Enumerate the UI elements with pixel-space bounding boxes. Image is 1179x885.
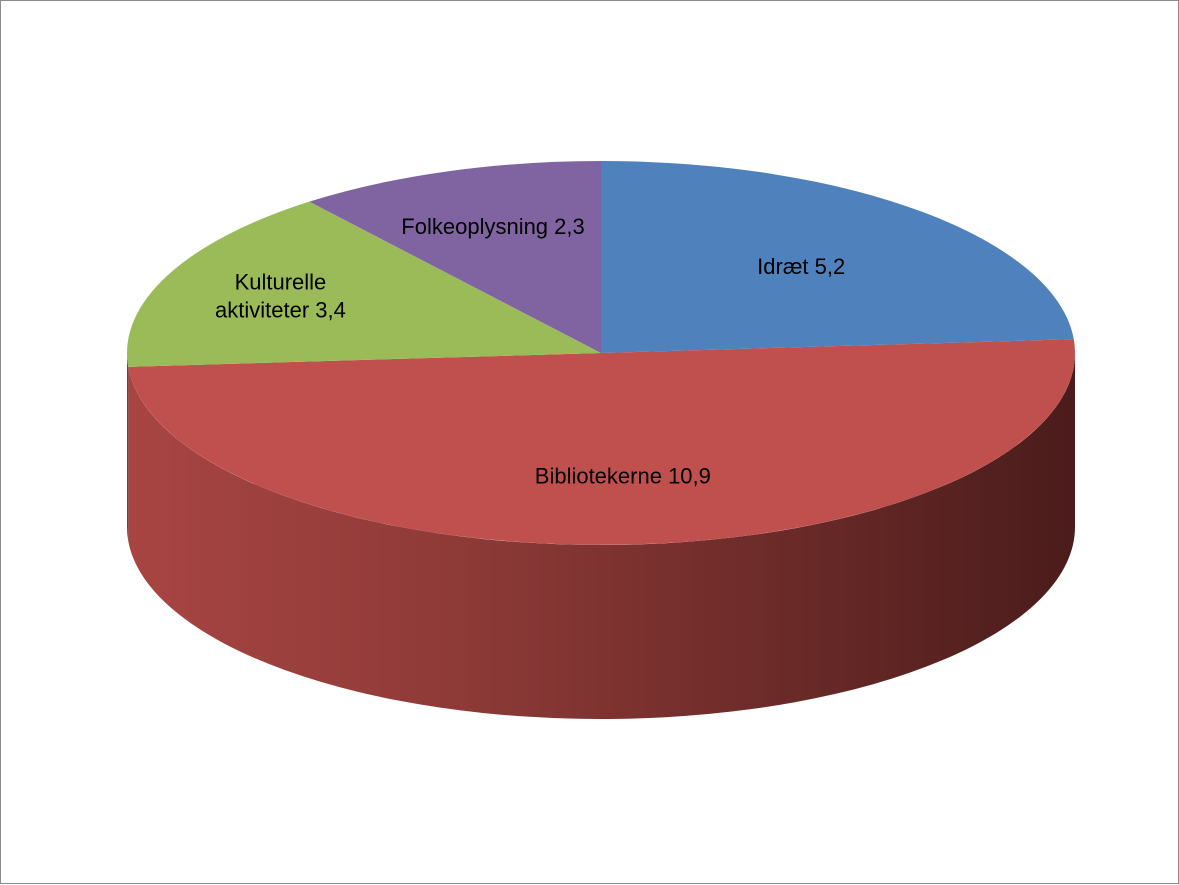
slice-idræt	[601, 161, 1074, 353]
slice-folkeoplysning	[309, 161, 601, 353]
slice-bibliotekerne	[128, 339, 1075, 545]
slice-side-bibliotekerne	[128, 353, 1075, 719]
data-label-bibliotekerne: Bibliotekerne 10,9	[535, 464, 711, 489]
data-label-kulturelle-aktiviteter: Kulturelle aktiviteter 3,4	[215, 269, 346, 322]
data-label-folkeoplysning: Folkeoplysning 2,3	[401, 214, 584, 239]
data-label-idræt: Idræt 5,2	[757, 254, 845, 279]
slice-kulturelle-aktiviteter	[127, 201, 601, 367]
slice-side-kulturelle-aktiviteter	[127, 353, 129, 541]
